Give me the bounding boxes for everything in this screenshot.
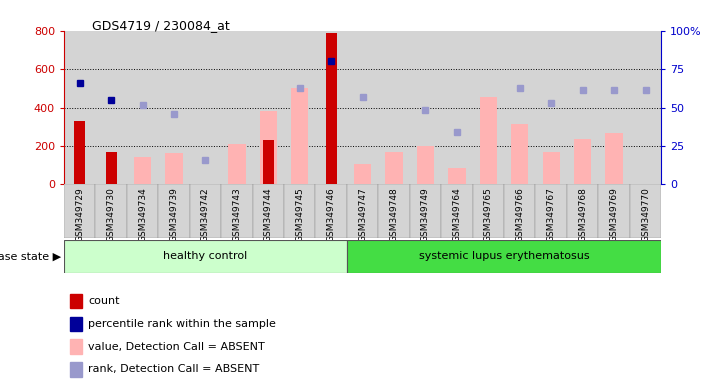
Bar bbox=[417, 146, 434, 184]
Bar bbox=[480, 97, 497, 184]
Bar bbox=[263, 140, 274, 184]
Bar bbox=[260, 111, 277, 184]
Bar bbox=[64, 184, 95, 238]
Text: GSM349734: GSM349734 bbox=[138, 187, 147, 242]
Bar bbox=[221, 184, 252, 238]
Bar bbox=[448, 168, 466, 184]
Bar bbox=[284, 31, 316, 184]
Bar bbox=[410, 31, 442, 184]
Text: GSM349742: GSM349742 bbox=[201, 187, 210, 242]
Bar bbox=[410, 184, 442, 238]
Text: GSM349729: GSM349729 bbox=[75, 187, 84, 242]
Bar bbox=[74, 121, 85, 184]
Text: GSM349769: GSM349769 bbox=[609, 187, 619, 242]
Text: GSM349747: GSM349747 bbox=[358, 187, 367, 242]
Bar bbox=[535, 31, 567, 184]
Text: GSM349748: GSM349748 bbox=[390, 187, 399, 242]
Bar bbox=[504, 31, 535, 184]
Text: GSM349745: GSM349745 bbox=[295, 187, 304, 242]
Text: rank, Detection Call = ABSENT: rank, Detection Call = ABSENT bbox=[88, 364, 259, 374]
Bar bbox=[228, 144, 245, 184]
Text: GSM349765: GSM349765 bbox=[484, 187, 493, 242]
Text: disease state ▶: disease state ▶ bbox=[0, 251, 61, 262]
Bar bbox=[347, 240, 661, 273]
Bar bbox=[127, 184, 159, 238]
Bar bbox=[159, 184, 190, 238]
Text: systemic lupus erythematosus: systemic lupus erythematosus bbox=[419, 251, 589, 262]
Bar bbox=[535, 184, 567, 238]
Bar bbox=[347, 184, 378, 238]
Bar bbox=[378, 184, 410, 238]
Text: GSM349768: GSM349768 bbox=[578, 187, 587, 242]
Bar bbox=[542, 152, 560, 184]
Bar bbox=[630, 184, 661, 238]
Bar bbox=[574, 139, 592, 184]
Text: GSM349730: GSM349730 bbox=[107, 187, 116, 242]
Bar bbox=[442, 31, 473, 184]
Bar bbox=[504, 184, 535, 238]
Text: count: count bbox=[88, 296, 119, 306]
Bar bbox=[316, 31, 347, 184]
Text: GSM349744: GSM349744 bbox=[264, 187, 273, 242]
Bar bbox=[190, 184, 221, 238]
Text: GSM349767: GSM349767 bbox=[547, 187, 556, 242]
Text: GSM349766: GSM349766 bbox=[515, 187, 524, 242]
Bar bbox=[378, 31, 410, 184]
Text: GDS4719 / 230084_at: GDS4719 / 230084_at bbox=[92, 19, 230, 32]
Bar bbox=[567, 184, 599, 238]
Bar bbox=[106, 152, 117, 184]
Bar bbox=[70, 339, 82, 354]
Bar bbox=[64, 240, 347, 273]
Text: healthy control: healthy control bbox=[164, 251, 247, 262]
Text: value, Detection Call = ABSENT: value, Detection Call = ABSENT bbox=[88, 342, 264, 352]
Bar bbox=[134, 157, 151, 184]
Bar bbox=[95, 184, 127, 238]
Bar bbox=[252, 31, 284, 184]
Bar bbox=[567, 31, 599, 184]
Bar bbox=[326, 33, 337, 184]
Bar bbox=[284, 184, 316, 238]
Text: GSM349739: GSM349739 bbox=[169, 187, 178, 242]
Bar bbox=[221, 31, 252, 184]
Bar bbox=[606, 134, 623, 184]
Bar bbox=[291, 88, 309, 184]
Text: GSM349746: GSM349746 bbox=[326, 187, 336, 242]
Bar bbox=[354, 164, 371, 184]
Bar bbox=[70, 316, 82, 331]
Bar bbox=[316, 184, 347, 238]
Text: GSM349770: GSM349770 bbox=[641, 187, 650, 242]
Bar bbox=[630, 31, 661, 184]
Bar bbox=[511, 124, 528, 184]
Bar bbox=[385, 152, 402, 184]
Bar bbox=[347, 31, 378, 184]
Bar bbox=[70, 294, 82, 308]
Bar bbox=[442, 184, 473, 238]
Bar bbox=[599, 184, 630, 238]
Bar bbox=[70, 362, 82, 377]
Bar bbox=[473, 184, 504, 238]
Text: percentile rank within the sample: percentile rank within the sample bbox=[88, 319, 276, 329]
Text: GSM349764: GSM349764 bbox=[452, 187, 461, 242]
Bar bbox=[473, 31, 504, 184]
Bar bbox=[159, 31, 190, 184]
Bar bbox=[190, 31, 221, 184]
Bar bbox=[64, 31, 95, 184]
Text: GSM349749: GSM349749 bbox=[421, 187, 430, 242]
Bar bbox=[166, 152, 183, 184]
Bar bbox=[127, 31, 159, 184]
Bar bbox=[252, 184, 284, 238]
Bar bbox=[95, 31, 127, 184]
Bar bbox=[599, 31, 630, 184]
Text: GSM349743: GSM349743 bbox=[232, 187, 241, 242]
